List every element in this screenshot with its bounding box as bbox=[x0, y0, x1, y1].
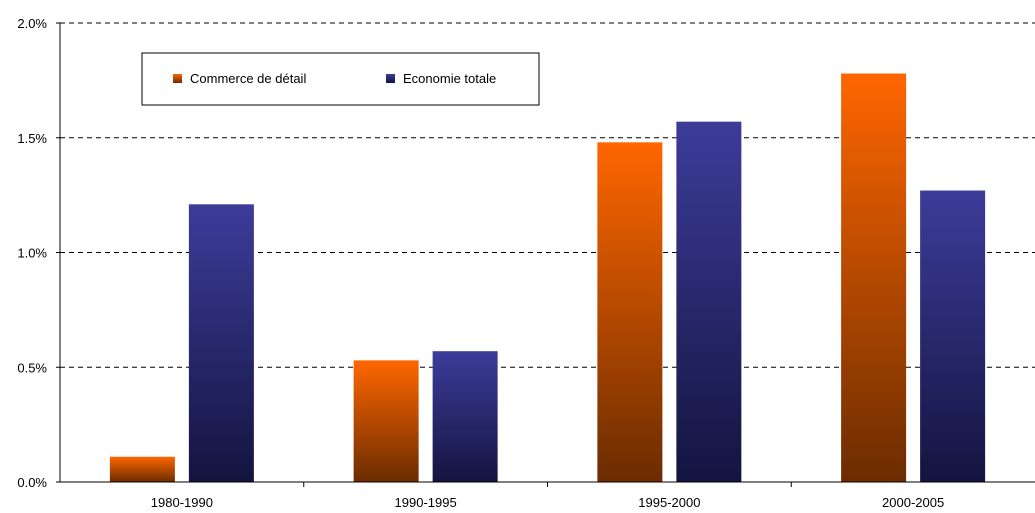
y-tick-label: 0.0% bbox=[17, 475, 47, 490]
y-tick-label: 1.5% bbox=[17, 131, 47, 146]
legend-swatch-economie bbox=[386, 74, 395, 83]
bar-economie-1995-2000 bbox=[676, 121, 742, 482]
bar-commerce-1980-1990 bbox=[109, 456, 175, 482]
legend-label-commerce: Commerce de détail bbox=[190, 71, 306, 86]
bars bbox=[109, 73, 986, 483]
y-ticks: 0.0% 0.5% 1.0% 1.5% 2.0% bbox=[17, 16, 60, 490]
x-tick-label: 2000-2005 bbox=[882, 495, 944, 510]
bar-commerce-1990-1995 bbox=[353, 360, 419, 482]
bar-economie-1980-1990 bbox=[188, 204, 254, 482]
bar-commerce-1995-2000 bbox=[597, 142, 663, 482]
y-tick-label: 2.0% bbox=[17, 16, 47, 31]
x-ticks: 1980-1990 1990-1995 1995-2000 2000-2005 bbox=[151, 482, 944, 510]
legend-box bbox=[141, 52, 540, 106]
bar-commerce-2000-2005 bbox=[841, 73, 907, 483]
legend-label-economie: Economie totale bbox=[403, 71, 496, 86]
x-tick-label: 1995-2000 bbox=[638, 495, 700, 510]
legend: Commerce de détail Economie totale bbox=[141, 52, 540, 106]
y-tick-label: 1.0% bbox=[17, 246, 47, 261]
y-tick-label: 0.5% bbox=[17, 360, 47, 375]
x-tick-label: 1980-1990 bbox=[151, 495, 213, 510]
x-tick-label: 1990-1995 bbox=[395, 495, 457, 510]
bar-economie-2000-2005 bbox=[920, 190, 986, 482]
bar-economie-1990-1995 bbox=[432, 351, 498, 482]
legend-swatch-commerce bbox=[173, 74, 182, 83]
